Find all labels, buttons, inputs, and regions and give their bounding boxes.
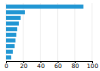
x-axis: 0 20 40 60 80 100 xyxy=(5,61,99,69)
x-tick: 40 xyxy=(37,61,45,69)
x-tick-label: 40 xyxy=(37,62,45,69)
bar xyxy=(6,50,13,54)
chart: 0 20 40 60 80 100 xyxy=(0,0,100,71)
x-tick-label: 60 xyxy=(54,62,62,69)
x-tick-label: 100 xyxy=(87,62,99,69)
bar xyxy=(6,16,21,20)
grid-line xyxy=(57,3,58,61)
x-tick-label: 20 xyxy=(20,62,28,69)
grid-line xyxy=(40,3,41,61)
grid-line xyxy=(74,3,75,61)
bar xyxy=(6,38,15,42)
grid-line xyxy=(92,3,93,61)
bar xyxy=(6,55,11,59)
x-tick: 20 xyxy=(20,61,28,69)
bar xyxy=(6,22,19,26)
plot: 0 20 40 60 80 100 xyxy=(5,3,99,69)
bar xyxy=(6,44,15,48)
x-tick: 80 xyxy=(71,61,79,69)
bar xyxy=(6,5,83,9)
grid xyxy=(6,3,92,61)
x-tick: 100 xyxy=(87,61,99,69)
x-tick: 60 xyxy=(54,61,62,69)
bar xyxy=(6,27,17,31)
x-tick-label: 0 xyxy=(5,62,9,69)
bar xyxy=(6,10,25,14)
bar xyxy=(6,33,16,37)
x-tick-label: 80 xyxy=(71,62,79,69)
x-tick: 0 xyxy=(5,61,9,69)
bars xyxy=(6,5,83,60)
